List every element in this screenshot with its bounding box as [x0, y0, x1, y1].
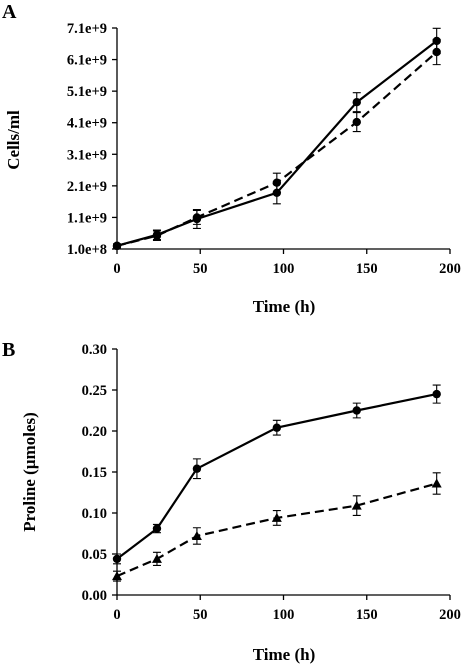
chart-b-series-2-point: [112, 571, 122, 581]
chart-b-series-1-point: [272, 423, 282, 432]
chart-a-y-tick-label: 4.1e+9: [67, 116, 107, 132]
chart-a-series-2-point: [192, 213, 202, 222]
chart-b-series-1-point: [192, 464, 202, 473]
chart-b-series-2-point: [191, 530, 202, 540]
chart-a-series-2-point: [352, 117, 361, 127]
chart-b-x-tick-label: 50: [193, 607, 208, 623]
chart-b-series-1-point: [352, 406, 361, 415]
panel-letter-b: B: [2, 339, 15, 361]
panel-a: A 1.0e+8 1.1e+9 2.1e+9 3.1e+9 4.1e+9 5.1e+9 6.…: [2, 1, 461, 316]
chart-b-series-2-point: [271, 512, 282, 522]
chart-a-series-1-line: [116, 40, 438, 247]
chart-b-ylabel: Proline (µmoles): [20, 412, 39, 531]
chart-a-series-1-point: [272, 188, 282, 198]
chart-a-ylabel: Cells/ml: [4, 110, 23, 170]
chart-a-x-tick-label: 100: [273, 261, 295, 277]
chart-a-series-1: [112, 27, 441, 251]
chart-a-series-2: [112, 38, 441, 251]
chart-b-series-1-point: [112, 554, 122, 564]
chart-a-y-tick-label: 1.0e+8: [67, 242, 107, 258]
chart-b-series-2-point: [351, 500, 362, 510]
panel-letter-a: A: [2, 1, 17, 23]
chart-b-y-tick-label: 0.05: [82, 547, 107, 563]
chart-b-series-2: [112, 472, 442, 582]
chart-a-series-2-point: [272, 178, 282, 187]
chart-a-series-2-point: [112, 241, 122, 251]
chart-b-series-1-point: [432, 389, 441, 399]
chart-b-series-1-point: [152, 524, 162, 533]
chart-a-plot: 1.0e+8 1.1e+9 2.1e+9 3.1e+9 4.1e+9 5.1e+9 6.1e…: [67, 21, 461, 277]
chart-b-series-1-line: [116, 393, 437, 560]
chart-a-y-tick-label: 6.1e+9: [67, 53, 107, 69]
chart-b-y-tick-label: 0.10: [82, 506, 107, 522]
chart-b-x-tick-label: 0: [113, 607, 120, 623]
chart-a-x-tick-label: 0: [113, 261, 120, 277]
chart-b-series-1: [112, 384, 441, 565]
chart-a-x-tick-label: 200: [439, 261, 461, 277]
panel-b: B 0.00 0.05 0.10 0.15 0.20 0.25 0.30 0 50 100 150 2…: [2, 339, 461, 664]
chart-a-x-tick-label: 50: [193, 261, 208, 277]
chart-b-y-tick-label: 0.25: [82, 383, 107, 399]
chart-a-x-tick-label: 150: [356, 261, 378, 277]
chart-a-y-tick-label: 5.1e+9: [67, 84, 107, 100]
chart-b-y-tick-label: 0.00: [82, 588, 107, 604]
chart-b-plot: 0.00 0.05 0.10 0.15 0.20 0.25 0.30 0 50 100 150 200: [82, 342, 461, 623]
chart-a-y-tick-label: 3.1e+9: [67, 147, 107, 163]
chart-a-series-2-point: [152, 231, 162, 240]
chart-b-x-tick-label: 150: [356, 607, 378, 623]
chart-b-xlabel: Time (h): [253, 645, 316, 664]
chart-a-y-tick-label: 7.1e+9: [67, 21, 107, 37]
chart-b-y-tick-label: 0.30: [82, 342, 107, 358]
chart-b-series-2-line: [116, 482, 437, 578]
chart-a-series-2-line: [116, 51, 438, 247]
chart-a-y-tick-label: 1.1e+9: [67, 210, 107, 226]
chart-a-y-tick-label: 2.1e+9: [67, 179, 107, 195]
chart-b-series-2-point: [151, 553, 162, 563]
chart-b-x-tick-label: 100: [273, 607, 295, 623]
chart-a-xlabel: Time (h): [253, 297, 316, 316]
chart-a-series-2-point: [432, 47, 441, 57]
chart-b-y-tick-label: 0.15: [82, 465, 107, 481]
chart-a-series-1-point: [352, 97, 361, 107]
chart-b-y-tick-label: 0.20: [82, 424, 107, 440]
chart-b-series-2-point: [431, 478, 442, 488]
chart-b-x-tick-label: 200: [439, 607, 461, 623]
